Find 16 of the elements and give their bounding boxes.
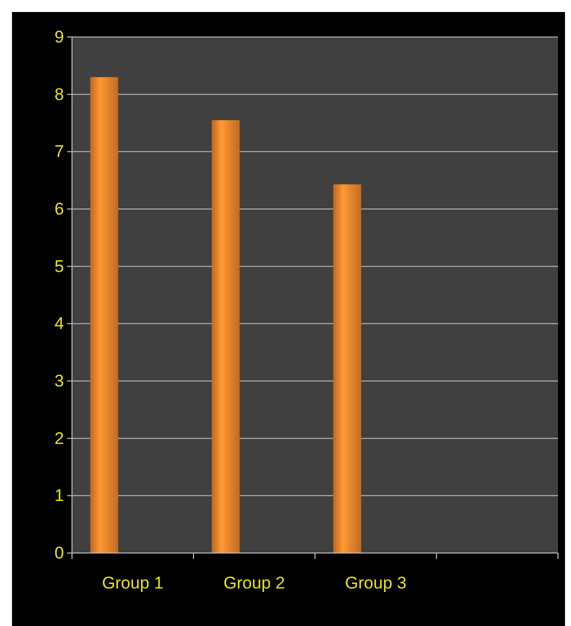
y-tick-label: 5 — [54, 256, 64, 276]
x-tick-label: Group 2 — [224, 573, 285, 592]
x-tick-label: Group 1 — [102, 573, 164, 592]
bar — [333, 184, 362, 553]
y-tick-label: 6 — [54, 199, 64, 218]
y-tick-label: 1 — [54, 486, 64, 506]
y-tick-label: 4 — [54, 314, 64, 334]
y-tick-label: 3 — [54, 371, 64, 390]
bar — [212, 120, 240, 553]
y-tick-label: 0 — [54, 543, 64, 562]
bar — [90, 77, 118, 553]
y-tick-label: 9 — [54, 27, 64, 46]
y-tick-label: 2 — [54, 428, 64, 448]
y-tick-label: 7 — [54, 142, 64, 162]
y-tick-label: 8 — [54, 84, 64, 104]
x-tick-label: Group 3 — [345, 573, 406, 592]
